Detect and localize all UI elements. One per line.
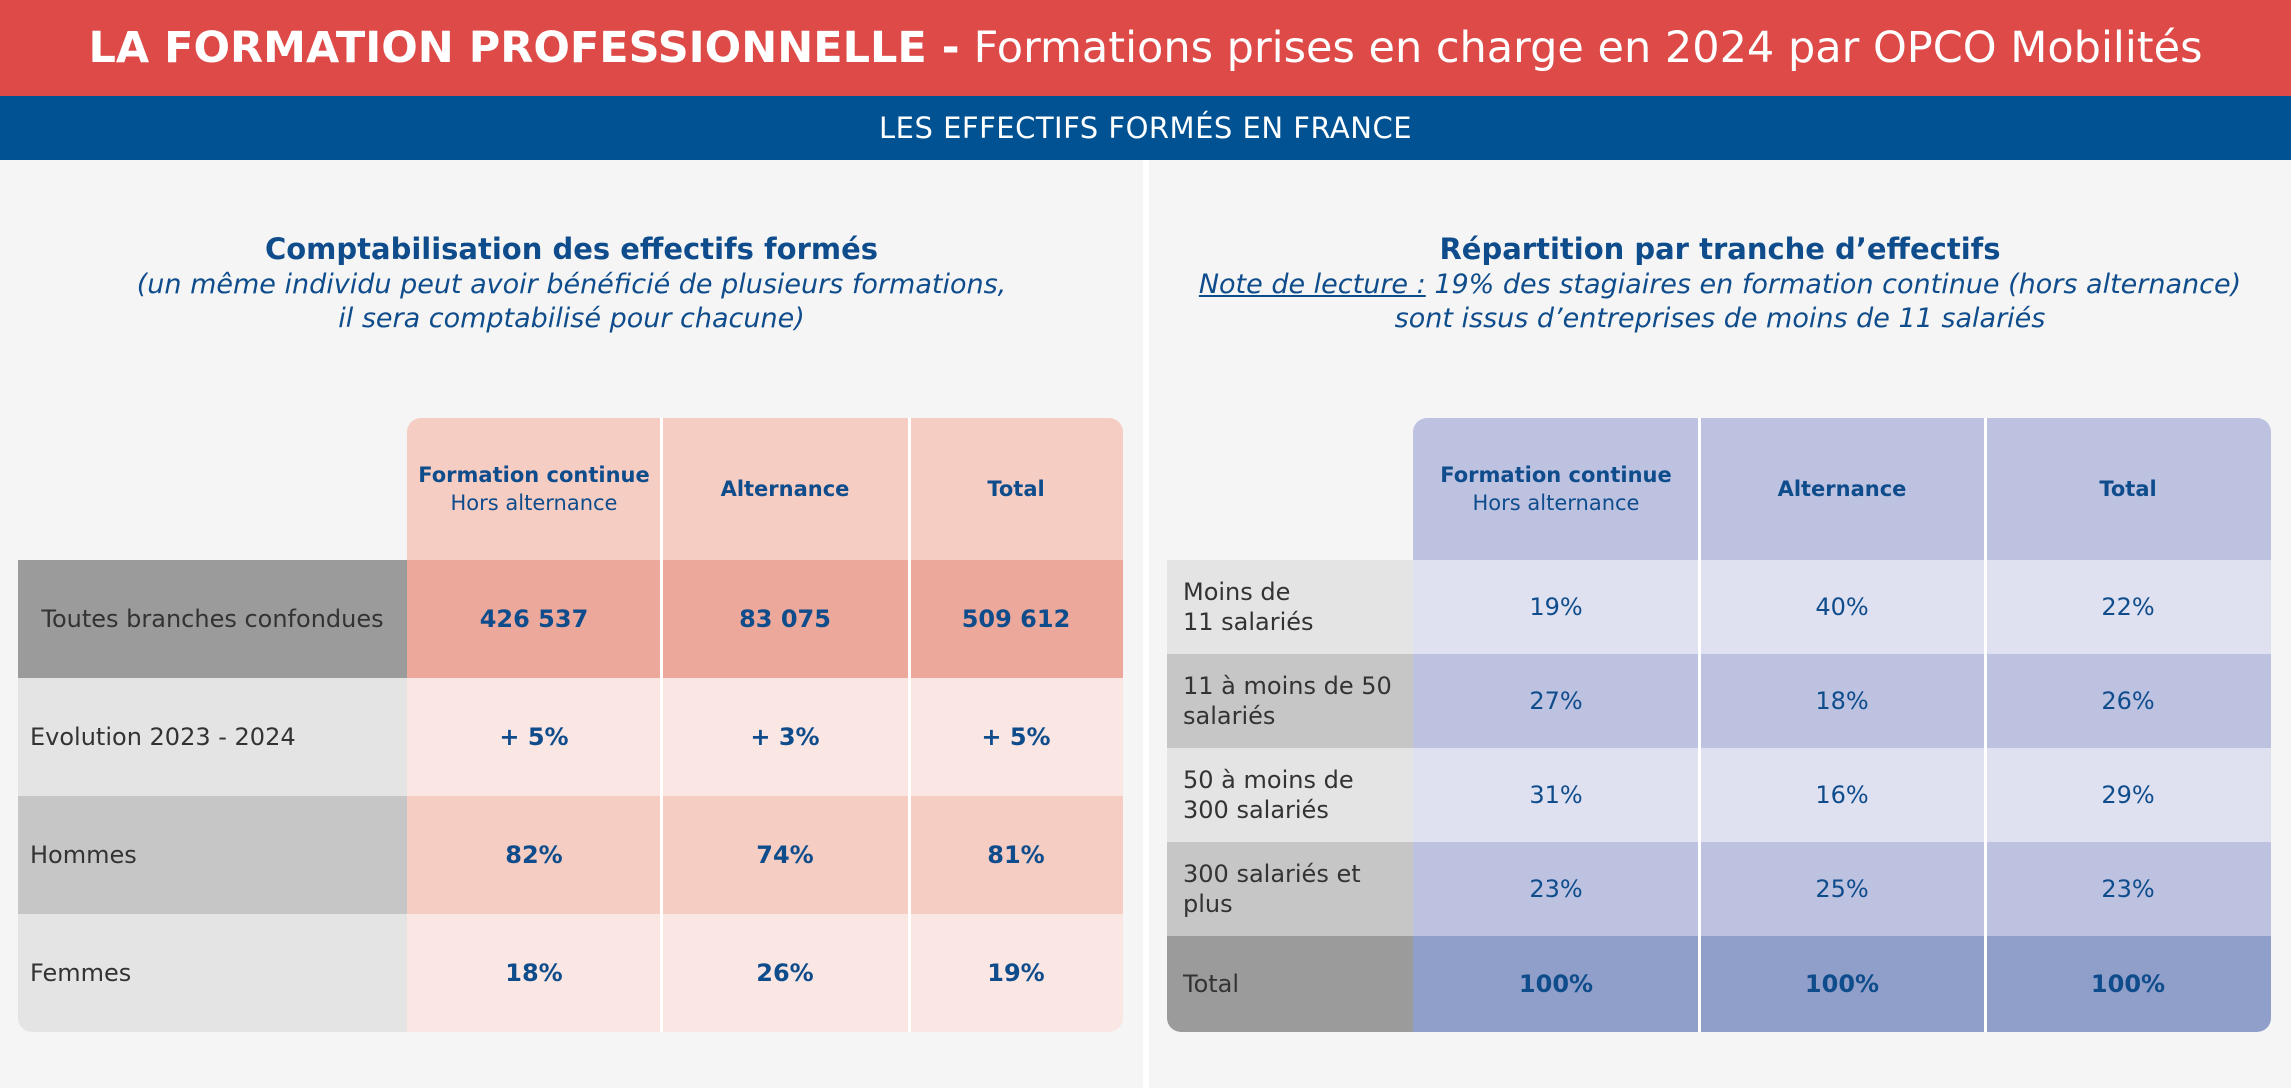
row-label-300-plus: 300 salariés et plus xyxy=(1167,842,1413,936)
row-label-hommes: Hommes xyxy=(18,796,407,914)
row-label-line: 11 salariés xyxy=(1183,608,1314,636)
row-background xyxy=(1413,748,2271,842)
table-cell: + 5% xyxy=(981,723,1051,751)
table-cell: 82% xyxy=(505,841,563,869)
right-panel: Répartition par tranche d’effectifs Note… xyxy=(1149,160,2291,1088)
column-header-title: Total xyxy=(987,477,1045,501)
column-divider xyxy=(1984,418,1987,1032)
row-label-line: 300 salariés xyxy=(1183,796,1329,824)
table-cell: 29% xyxy=(2101,781,2155,809)
column-divider xyxy=(1698,418,1701,1032)
panel-divider xyxy=(1143,160,1149,1088)
table-cell: 426 537 xyxy=(479,605,589,633)
table-cell: 22% xyxy=(2101,593,2155,621)
row-label-line: 50 à moins de xyxy=(1183,766,1354,794)
main-header: LA FORMATION PROFESSIONNELLE - Formation… xyxy=(0,0,2291,96)
column-header-subtitle: Hors alternance xyxy=(1472,491,1640,515)
row-label-moins-11: Moins de 11 salariés xyxy=(1167,560,1413,654)
table-cell: 16% xyxy=(1815,781,1869,809)
table-cell: 83 075 xyxy=(739,605,831,633)
row-background xyxy=(1413,842,2271,936)
left-panel-title: Comptabilisation des effectifs formés xyxy=(264,232,879,266)
left-panel-subtitle-line2: il sera comptabilisé pour chacune) xyxy=(338,303,805,334)
row-label-evolution: Evolution 2023 - 2024 xyxy=(18,678,407,796)
row-background xyxy=(1413,936,2271,1032)
table-header-background xyxy=(1413,418,2271,560)
row-label-line: plus xyxy=(1183,890,1233,918)
row-label-total: Total xyxy=(1167,936,1413,1032)
row-background xyxy=(1413,560,2271,654)
column-header-alternance: Alternance xyxy=(1699,418,1985,560)
right-panel-title: Répartition par tranche d’effectifs xyxy=(1439,232,2001,266)
header-title-bold: LA FORMATION PROFESSIONNELLE - xyxy=(88,23,960,73)
section-banner: LES EFFECTIFS FORMÉS EN FRANCE xyxy=(0,96,2291,160)
row-label-50-300: 50 à moins de 300 salariés xyxy=(1167,748,1413,842)
table-cell: 74% xyxy=(756,841,814,869)
row-background xyxy=(407,914,1123,1032)
row-background xyxy=(407,678,1123,796)
left-panel: Comptabilisation des effectifs formés (u… xyxy=(0,160,1143,1088)
table-cell: 31% xyxy=(1529,781,1583,809)
reading-note-line1: Note de lecture : 19% des stagiaires en … xyxy=(1149,268,2291,302)
table-cell: 23% xyxy=(1529,875,1583,903)
row-label-line: salariés xyxy=(1183,702,1276,730)
column-header-title: Alternance xyxy=(720,477,850,501)
table-cell: 19% xyxy=(987,959,1045,987)
row-label-line: Moins de xyxy=(1183,578,1291,606)
table-cell: 81% xyxy=(987,841,1045,869)
table-cell: 509 612 xyxy=(961,605,1071,633)
row-background xyxy=(407,560,1123,678)
table-header-background xyxy=(407,418,1123,560)
row-background xyxy=(407,796,1123,914)
table-cell: + 3% xyxy=(750,723,820,751)
table-cell: 40% xyxy=(1815,593,1869,621)
row-label-11-50: 11 à moins de 50 salariés xyxy=(1167,654,1413,748)
row-label-femmes: Femmes xyxy=(18,914,407,1032)
table-cell: 18% xyxy=(505,959,563,987)
table-cell: 100% xyxy=(1518,970,1594,998)
reading-note-text: 19% des stagiaires en formation continue… xyxy=(1425,269,2242,300)
table-cell: + 5% xyxy=(499,723,569,751)
row-label-all-branches: Toutes branches confondues xyxy=(18,560,407,678)
column-header-title: Alternance xyxy=(1777,477,1907,501)
table-cell: 26% xyxy=(2101,687,2155,715)
column-header-title: Formation continue xyxy=(418,463,650,487)
row-label-line: 11 à moins de 50 xyxy=(1183,672,1392,700)
table-cell: 100% xyxy=(2090,970,2166,998)
column-header-formation-continue: Formation continue Hors alternance xyxy=(407,418,661,560)
column-header-total: Total xyxy=(1985,418,2271,560)
column-divider xyxy=(660,418,663,1032)
column-header-title: Formation continue xyxy=(1440,463,1672,487)
column-header-formation-continue: Formation continue Hors alternance xyxy=(1413,418,1699,560)
header-title-light: Formations prises en charge en 2024 par … xyxy=(973,23,2203,73)
table-cell: 26% xyxy=(756,959,814,987)
table-cell: 18% xyxy=(1815,687,1869,715)
reading-note-line2: sont issus d’entreprises de moins de 11 … xyxy=(1394,303,2046,334)
column-header-subtitle: Hors alternance xyxy=(450,491,618,515)
table-cell: 19% xyxy=(1529,593,1583,621)
table-cell: 25% xyxy=(1815,875,1869,903)
row-label-line: 300 salariés et xyxy=(1183,860,1361,888)
column-divider xyxy=(908,418,911,1032)
column-header-title: Total xyxy=(2099,477,2157,501)
table-cell: 100% xyxy=(1804,970,1880,998)
reading-note-label: Note de lecture : xyxy=(1198,269,1426,300)
table-cell: 27% xyxy=(1529,687,1583,715)
column-header-alternance: Alternance xyxy=(661,418,909,560)
row-background xyxy=(1413,654,2271,748)
table-cell: 23% xyxy=(2101,875,2155,903)
left-panel-subtitle-line1: (un même individu peut avoir bénéficié d… xyxy=(136,269,1007,300)
column-header-total: Total xyxy=(909,418,1123,560)
